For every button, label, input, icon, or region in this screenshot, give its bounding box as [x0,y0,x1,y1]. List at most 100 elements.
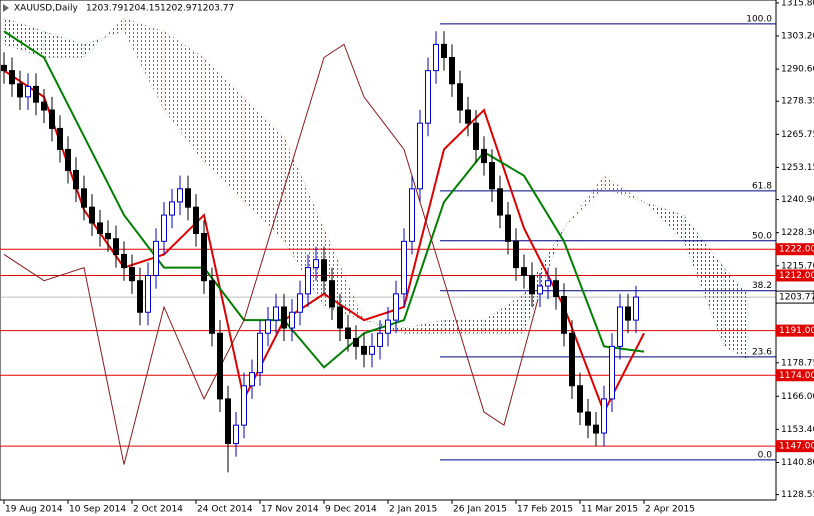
candle-body [89,206,95,224]
chart-title: XAUUSD,Daily [14,4,78,14]
y-tick-label: 1153.40 [781,425,814,435]
cloud-segment [243,96,285,242]
candle-body [553,280,559,297]
fib-label: 50.0 [752,231,772,241]
y-tick-label: 1253.15 [781,163,814,173]
candle-body [449,57,455,85]
candle-body [633,296,639,321]
candle-body [609,345,615,400]
y-tick-label: 1290.60 [781,65,814,75]
level-label: 1191.00 [779,326,814,336]
candle-body [321,259,327,282]
level-label: 1212.00 [779,271,814,281]
candle-body [409,188,415,242]
header-value: 1204.15 [123,4,160,14]
level-tag [776,243,814,256]
level-label: 1174.00 [779,371,814,381]
fib-label: 38.2 [752,281,772,291]
candle-body [489,162,495,190]
candle-body [561,295,567,334]
candle-body [329,280,335,308]
candle-body [97,222,103,234]
candle-body [185,188,191,208]
header-value: 1202.97 [160,4,197,14]
candle-body [401,240,407,295]
candle-body [585,411,591,426]
header-value: 1203.79 [86,4,123,14]
candle-body [593,424,599,434]
candle-body [473,122,479,150]
candle-body [169,201,175,216]
level-label: 1222.00 [779,245,814,255]
candle-body [425,70,431,124]
candle-body [65,148,71,171]
candle-body [121,253,127,269]
x-tick-label: 24 Oct 2014 [197,505,253,515]
x-tick-label: 26 Jan 2015 [453,505,507,515]
candle-body [513,240,519,269]
candle-body [297,293,303,313]
candle-body [441,43,447,59]
candle-body [537,285,543,295]
candle-body [625,306,631,321]
candle-body [457,83,463,111]
candle-body [113,238,119,255]
candle-body [1,64,7,72]
candle-body [33,85,39,103]
candle-body [281,306,287,329]
x-tick-label: 2 Jan 2015 [389,505,437,515]
candle-body [313,259,319,269]
y-tick-label: 1315.80 [781,0,814,8]
candle-body [17,83,23,98]
fib-label: 61.8 [752,181,772,191]
candle-body [617,306,623,347]
candle-body [273,306,279,321]
candle-body [41,101,47,111]
candle-body [465,109,471,124]
level-tag [776,440,814,453]
candle-body [241,385,247,426]
candle-body [145,274,151,313]
candle-body [153,240,159,276]
candle-body [393,293,399,321]
cloud-segment [203,57,245,203]
candle-body [305,267,311,295]
y-tick-label: 1265.75 [781,130,814,140]
cloud-segment [43,31,85,58]
cloud-segment [523,228,565,334]
cloud-segment [563,175,605,229]
candle-body [497,188,503,216]
candle-body [377,332,383,347]
candle-body [521,267,527,276]
candle-body [209,280,215,334]
candle-body [233,424,239,445]
candle-body [289,311,295,329]
candle-body [369,345,375,355]
y-tick-label: 1166.00 [781,392,814,402]
level-tag [776,269,814,282]
candle-body [9,70,15,85]
candle-body [49,109,55,129]
candle-body [129,267,135,282]
candle-body [73,169,79,190]
candle-body [225,398,231,445]
cloud-segment [123,17,165,111]
y-tick-label: 1178.75 [781,358,814,368]
candle-body [577,385,583,413]
candle-body [569,332,575,387]
y-tick-label: 1303.20 [781,31,814,41]
candle-body [217,332,223,400]
header-value: 1203.77 [197,4,234,14]
y-tick-label: 1240.90 [781,195,814,205]
candle-body [257,332,263,374]
indicator-line [3,43,539,465]
last-price-label: 1203.77 [779,293,814,303]
candle-body [345,327,351,339]
indicator-line [3,30,645,369]
fib-label: 0.0 [758,450,773,460]
x-tick-label: 19 Aug 2014 [5,505,63,515]
symbol-icon [3,4,9,12]
candle-body [529,274,535,295]
candle-body [265,319,271,334]
candle-body [337,306,343,329]
